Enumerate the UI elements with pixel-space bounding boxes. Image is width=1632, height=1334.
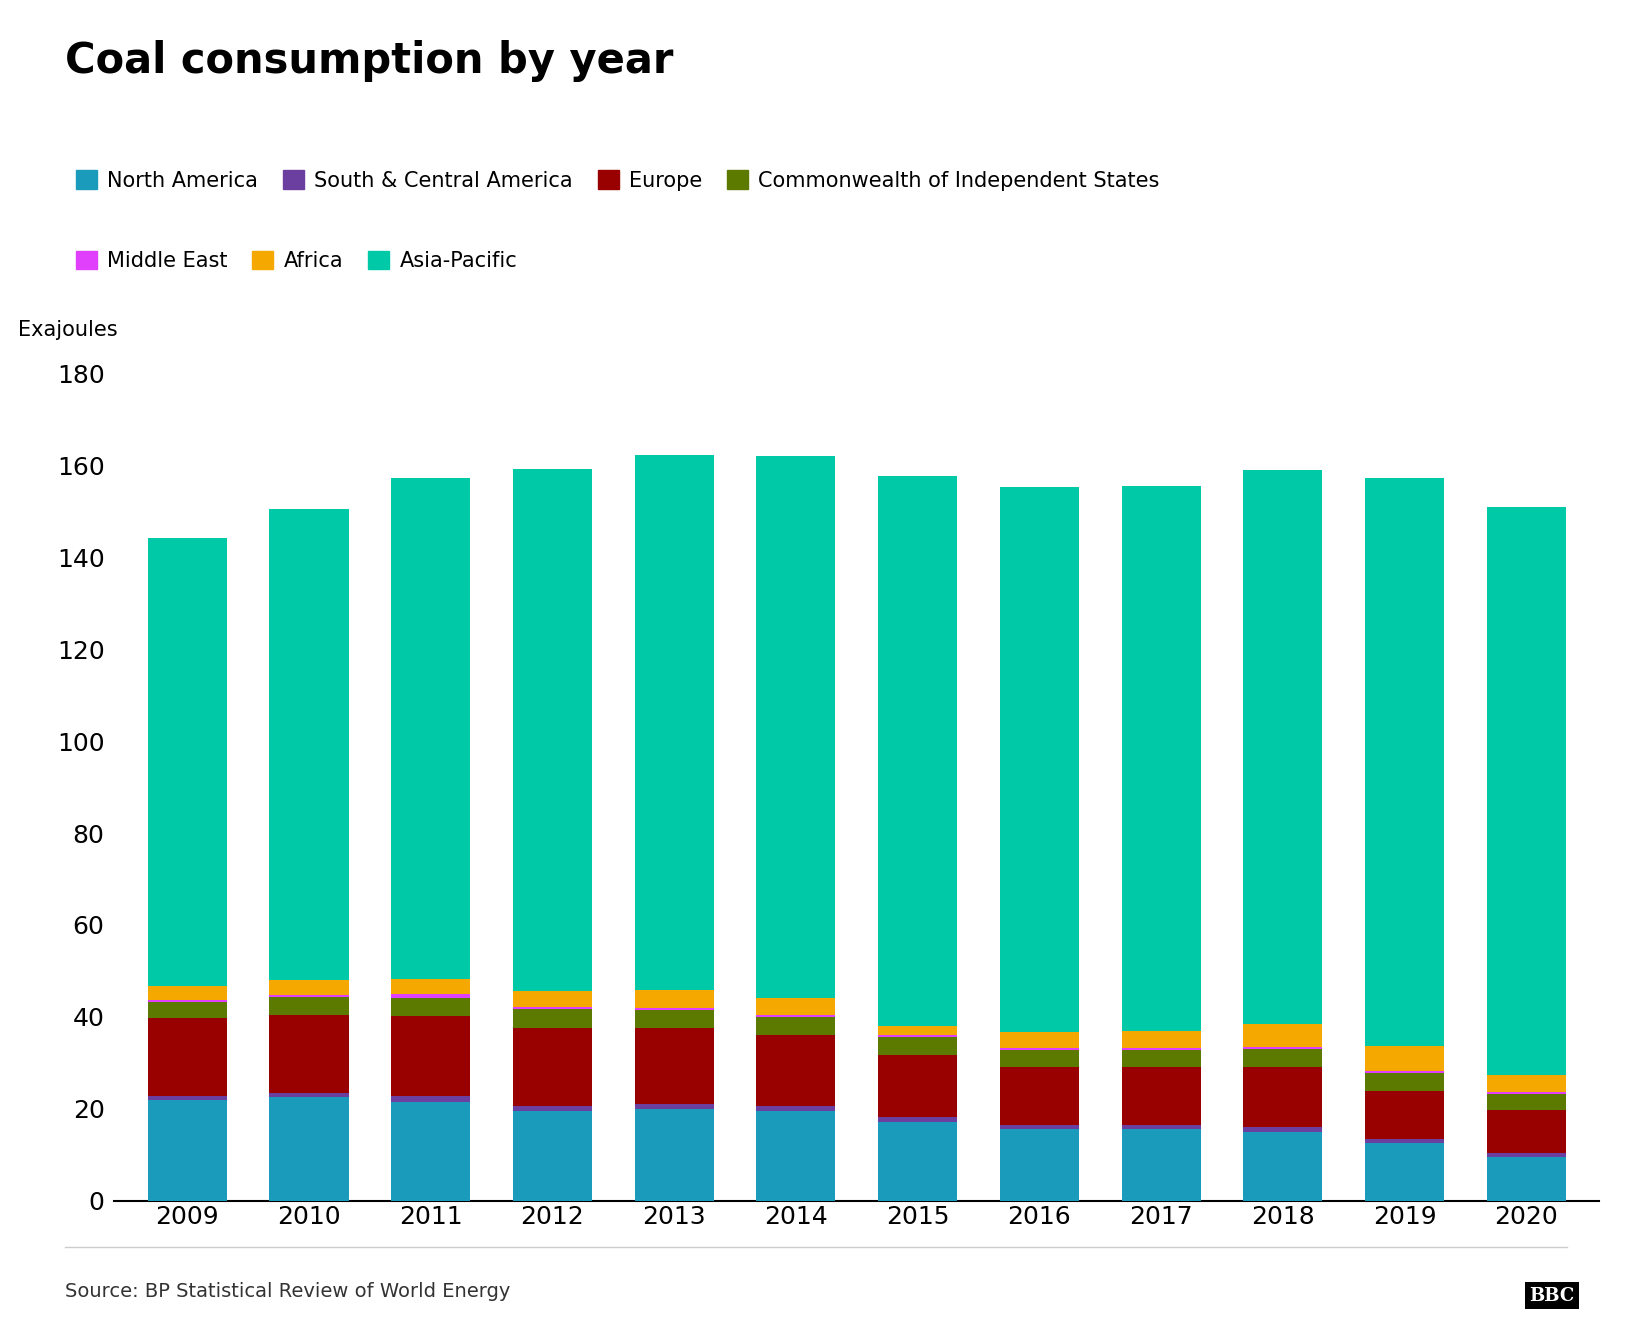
Bar xyxy=(512,991,592,1007)
Bar xyxy=(392,1102,470,1201)
Bar xyxy=(1121,1050,1201,1067)
Bar xyxy=(512,1029,592,1106)
Bar xyxy=(1121,486,1201,1031)
Bar xyxy=(1364,1046,1444,1071)
Bar xyxy=(1364,1091,1444,1139)
Bar xyxy=(1487,1094,1565,1110)
Bar xyxy=(1244,471,1322,1025)
Text: Source: BP Statistical Review of World Energy: Source: BP Statistical Review of World E… xyxy=(65,1282,511,1301)
Bar xyxy=(635,1029,713,1105)
Bar xyxy=(149,1018,227,1095)
Bar xyxy=(269,1093,349,1097)
Bar xyxy=(512,1007,592,1009)
Bar xyxy=(635,455,713,990)
Bar xyxy=(149,986,227,1000)
Bar xyxy=(1121,1067,1201,1125)
Bar xyxy=(1244,1049,1322,1067)
Bar xyxy=(392,979,470,994)
Bar xyxy=(878,1117,958,1122)
Bar xyxy=(756,1014,836,1017)
Bar xyxy=(1000,1049,1079,1050)
Bar xyxy=(1000,1033,1079,1049)
Bar xyxy=(1121,1031,1201,1049)
Bar xyxy=(1121,1130,1201,1201)
Bar xyxy=(149,1095,227,1099)
Bar xyxy=(756,456,836,998)
Bar xyxy=(269,1097,349,1201)
Bar xyxy=(1364,1143,1444,1201)
Bar xyxy=(512,1009,592,1029)
Bar xyxy=(635,990,713,1007)
Bar xyxy=(1244,1131,1322,1201)
Bar xyxy=(512,470,592,991)
Bar xyxy=(1244,1047,1322,1049)
Bar xyxy=(269,980,349,995)
Bar xyxy=(1000,1125,1079,1130)
Bar xyxy=(149,1000,227,1002)
Bar xyxy=(1364,1071,1444,1073)
Bar xyxy=(269,510,349,980)
Bar xyxy=(392,994,470,998)
Text: Exajoules: Exajoules xyxy=(18,320,118,340)
Bar xyxy=(756,1035,836,1106)
Bar xyxy=(1000,1050,1079,1067)
Bar xyxy=(1487,1075,1565,1093)
Bar xyxy=(269,996,349,1014)
Bar xyxy=(512,1111,592,1201)
Bar xyxy=(635,1105,713,1109)
Bar xyxy=(1000,1067,1079,1125)
Bar xyxy=(1244,1067,1322,1127)
Bar xyxy=(1000,1130,1079,1201)
Bar xyxy=(635,1007,713,1010)
Bar xyxy=(392,1097,470,1102)
Bar xyxy=(1487,1093,1565,1094)
Bar xyxy=(756,1017,836,1035)
Bar xyxy=(878,1035,958,1037)
Bar xyxy=(1121,1049,1201,1050)
Bar xyxy=(1487,1157,1565,1201)
Bar xyxy=(392,1017,470,1097)
Bar xyxy=(878,1122,958,1201)
Text: BBC: BBC xyxy=(1529,1287,1575,1305)
Bar xyxy=(1487,1154,1565,1157)
Bar xyxy=(878,1037,958,1055)
Bar xyxy=(149,538,227,986)
Bar xyxy=(1364,479,1444,1046)
Bar xyxy=(878,476,958,1026)
Legend: Middle East, Africa, Asia-Pacific: Middle East, Africa, Asia-Pacific xyxy=(75,251,517,271)
Bar xyxy=(1487,507,1565,1075)
Bar xyxy=(1000,487,1079,1033)
Bar xyxy=(635,1010,713,1029)
Bar xyxy=(512,1106,592,1111)
Bar xyxy=(1364,1073,1444,1091)
Bar xyxy=(1487,1110,1565,1154)
Bar xyxy=(756,1111,836,1201)
Bar xyxy=(756,1106,836,1111)
Bar xyxy=(1121,1125,1201,1130)
Bar xyxy=(1364,1139,1444,1143)
Bar xyxy=(756,998,836,1014)
Bar xyxy=(269,1014,349,1093)
Bar xyxy=(149,1099,227,1201)
Bar xyxy=(392,479,470,979)
Bar xyxy=(1244,1127,1322,1131)
Bar xyxy=(1244,1025,1322,1047)
Bar xyxy=(269,995,349,996)
Legend: North America, South & Central America, Europe, Commonwealth of Independent Stat: North America, South & Central America, … xyxy=(75,171,1160,191)
Bar xyxy=(149,1002,227,1018)
Bar xyxy=(635,1109,713,1201)
Bar xyxy=(878,1026,958,1035)
Bar xyxy=(878,1055,958,1117)
Text: Coal consumption by year: Coal consumption by year xyxy=(65,40,674,81)
Bar xyxy=(392,998,470,1017)
